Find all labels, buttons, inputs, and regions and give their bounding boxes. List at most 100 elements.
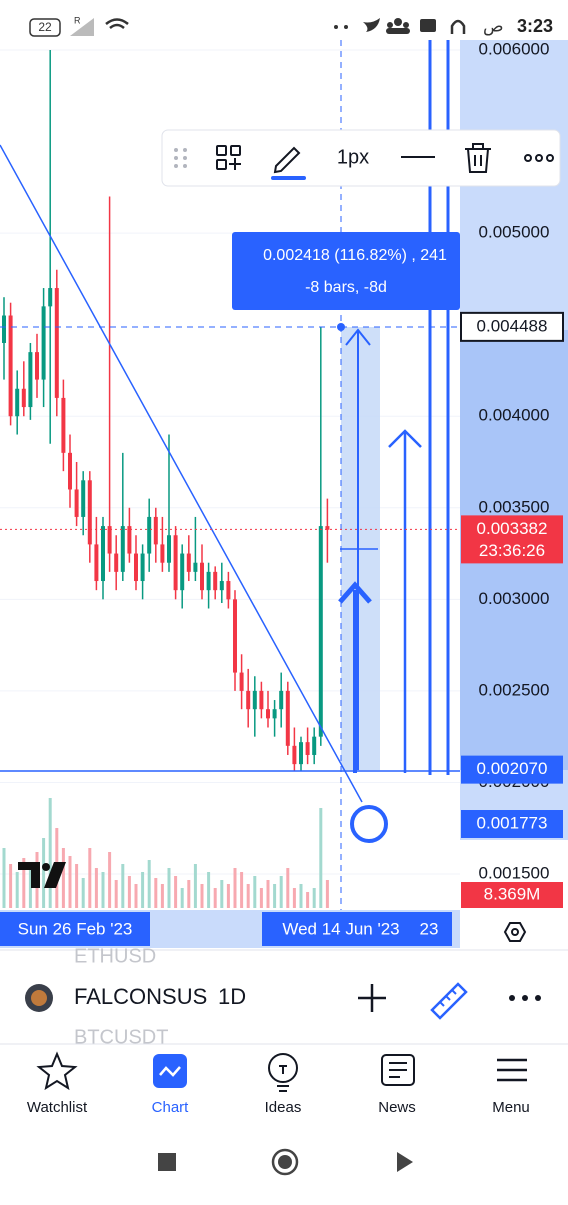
candle-body — [252, 690, 257, 710]
volume-bar — [240, 872, 244, 908]
volume-bar — [299, 884, 303, 908]
volume-bar — [312, 888, 316, 908]
date-label: Sun 26 Feb '23 — [18, 919, 133, 938]
candle-body — [21, 388, 26, 408]
volume-bar — [167, 868, 171, 908]
news-icon[interactable] — [381, 1054, 415, 1086]
ideas-icon[interactable] — [268, 1053, 298, 1083]
volume-bar — [246, 884, 250, 908]
ruler-button[interactable] — [430, 982, 468, 1020]
volume-bar — [9, 864, 13, 908]
volume-bar — [68, 856, 72, 908]
candle-body — [81, 480, 86, 517]
price-label-box — [461, 515, 563, 564]
more-button[interactable] — [509, 995, 541, 1001]
candle-body — [200, 562, 204, 591]
volume-bar — [154, 878, 158, 908]
candle-body — [272, 709, 277, 719]
symbol-name[interactable]: FALCONSUS — [74, 984, 207, 1009]
home-button[interactable] — [271, 1148, 299, 1176]
twitter-icon — [363, 18, 380, 32]
recents-button[interactable] — [158, 1153, 176, 1171]
line-width[interactable]: 1px — [337, 146, 369, 168]
candle-body — [134, 553, 138, 582]
symbol-ghost: BTCUSDT — [74, 1026, 168, 1048]
volume-bar — [101, 872, 105, 908]
back-button[interactable] — [397, 1152, 413, 1172]
add-button[interactable] — [358, 984, 386, 1012]
candle-body — [140, 553, 145, 582]
signal-tag: R — [74, 15, 81, 25]
circle — [350, 805, 388, 843]
price-tick-label: 0.006000 — [479, 39, 550, 58]
volume-bar — [114, 880, 118, 908]
volume-bar — [286, 868, 290, 908]
measure-tooltip — [232, 232, 460, 310]
candle-body — [167, 535, 171, 563]
grid-layer: 0.006000 0.005000 0.004000 0.003500 0.003000… — [0, 39, 549, 882]
countdown: 23:36:26 — [479, 541, 545, 560]
price-label: 0.001773 — [477, 813, 548, 832]
volume-bar — [187, 880, 191, 908]
candle-body — [318, 526, 323, 737]
volume-bar — [325, 880, 329, 908]
msg-icon — [420, 19, 436, 32]
interval[interactable]: 1D — [218, 984, 246, 1009]
candle-body — [120, 526, 125, 572]
candle-body — [61, 397, 66, 453]
volume-bar — [292, 888, 296, 908]
candle-body — [35, 352, 39, 380]
wifi-icon — [105, 18, 129, 29]
price-label: 0.002070 — [477, 759, 548, 778]
nav-labels: Watchlist Chart Ideas News Menu — [27, 1099, 530, 1116]
dot — [334, 25, 338, 29]
candle-body — [54, 288, 59, 398]
drawing-toolbar — [161, 129, 561, 187]
volume-bar — [207, 872, 211, 908]
candle-body — [233, 599, 237, 673]
candle-body — [48, 288, 53, 307]
price-label-box — [461, 755, 563, 784]
candle-body — [325, 526, 330, 530]
volume-label: 8.369M — [484, 884, 541, 903]
arrow-head — [338, 581, 372, 604]
candle-body — [305, 742, 310, 755]
price-label-box — [460, 311, 564, 342]
nav-label: Ideas — [265, 1099, 302, 1116]
watchlist-icon[interactable] — [36, 1051, 78, 1091]
nav-label: Menu — [492, 1099, 530, 1116]
crosshair-dot — [337, 323, 345, 331]
arrow-head — [388, 429, 422, 448]
price-tick-label: 0.004000 — [479, 406, 550, 425]
volume-bar — [2, 848, 6, 908]
measure-text: 0.002418 (116.82%) , 241 — [263, 247, 447, 264]
delete-button[interactable] — [465, 143, 491, 173]
templates-button[interactable] — [216, 145, 241, 170]
volume-bar — [42, 838, 46, 908]
candle-body — [127, 526, 132, 554]
volume-bar — [121, 864, 125, 908]
volume-bar — [48, 798, 52, 908]
candle-body — [193, 562, 198, 572]
chart-icon — [159, 1066, 181, 1077]
symbol-logo — [31, 990, 47, 1006]
time: 3:23 — [517, 16, 553, 36]
volume-bar — [15, 872, 19, 908]
candle-body — [28, 352, 33, 408]
candle-body — [160, 544, 165, 563]
volume-bar — [61, 848, 65, 908]
volume-bar — [108, 852, 112, 908]
color-button[interactable] — [271, 146, 306, 180]
volume-bar — [193, 864, 197, 908]
candle-body — [285, 690, 290, 746]
candle-body — [101, 526, 105, 582]
candle-body — [219, 581, 224, 591]
headset-icon — [450, 19, 466, 34]
settings-button[interactable] — [503, 922, 527, 942]
menu-icon[interactable] — [497, 1058, 527, 1082]
candle-body — [153, 516, 158, 545]
more-button[interactable] — [524, 154, 554, 162]
candle-body — [107, 526, 112, 554]
volume-bar — [279, 876, 283, 908]
